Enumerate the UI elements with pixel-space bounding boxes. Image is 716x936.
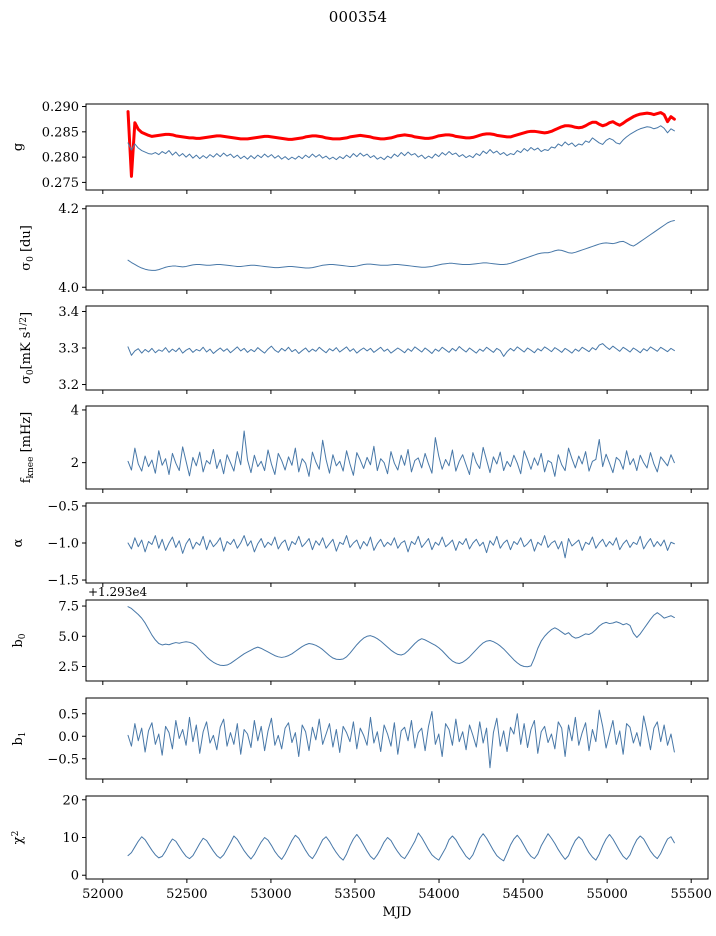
panel-b-0: 2.5 5.0 7.5 +1.293e4 — [58, 585, 709, 685]
y-tick-label: −0.5 — [47, 499, 79, 514]
y-tick-label: 3.2 — [58, 378, 79, 393]
y-tick-label: 0.5 — [58, 707, 79, 722]
panel-frame — [85, 405, 709, 490]
panel-f-knee-mhz-: 24 — [71, 403, 709, 493]
y-tick-label: 0.280 — [42, 151, 79, 166]
series-sigma0-mk — [127, 343, 675, 357]
series-sigma0-du — [127, 220, 675, 271]
x-tick-label: 54500 — [502, 887, 543, 902]
y-tick-label: 2.5 — [58, 660, 79, 675]
y-tick-label: 0.0 — [58, 730, 79, 745]
panel-alpha: −1.5 −1.0 −0.5 — [47, 499, 709, 589]
series-f-knee — [127, 430, 675, 477]
series-chi2 — [127, 832, 675, 862]
series-alpha — [127, 535, 675, 559]
y-tick-label: 4.0 — [58, 281, 79, 296]
y-tick-label: 20 — [62, 793, 79, 808]
y-tick-label: 0.275 — [42, 176, 79, 191]
y-tick-label: 3.3 — [58, 342, 79, 357]
x-tick-label: 52500 — [166, 887, 207, 902]
y-axis-label: b0 — [11, 633, 28, 647]
series-g-upper-red — [126, 110, 676, 178]
y-tick-label: 4 — [71, 403, 79, 418]
x-tick-label: 52000 — [82, 887, 123, 902]
series-b0 — [127, 606, 675, 668]
y-axis-offset-label: +1.293e4 — [88, 585, 148, 599]
panel-frame — [85, 697, 709, 780]
x-tick-label: 54000 — [418, 887, 459, 902]
y-tick-label: 10 — [62, 831, 79, 846]
y-axis-label: fknee [mHz] — [19, 412, 36, 484]
y-tick-label: −1.5 — [47, 574, 79, 589]
y-axis-label: χ2 — [11, 831, 26, 845]
panel-frame — [85, 795, 709, 880]
panel-frame — [85, 103, 709, 191]
y-tick-label: 4.2 — [58, 202, 79, 217]
y-axis-label: g — [11, 143, 26, 151]
y-axis-label: α — [11, 538, 26, 547]
y-axis-label: σ0 [du] — [19, 225, 36, 271]
x-tick-label: 55500 — [671, 887, 712, 902]
panel-b-1: −0.5 0.0 0.5 — [47, 697, 709, 783]
y-tick-label: 5.0 — [58, 630, 79, 645]
series-b1 — [127, 709, 675, 769]
y-tick-label: −0.5 — [47, 752, 79, 767]
y-tick-label: −1.0 — [47, 537, 79, 552]
x-axis-label: MJD — [383, 905, 412, 920]
y-tick-label: 0.285 — [42, 125, 79, 140]
panel-frame — [85, 502, 709, 584]
y-tick-label: 3.4 — [58, 305, 79, 320]
x-tick-label: 55000 — [586, 887, 627, 902]
x-tick-label: 53500 — [334, 887, 375, 902]
y-tick-label: 7.5 — [58, 600, 79, 615]
figure-title: 000354 — [328, 8, 388, 26]
panel-g: 0.275 0.280 0.285 0.290 — [42, 100, 709, 194]
y-tick-label: 0 — [71, 869, 79, 884]
panel-frame — [85, 205, 709, 291]
panel-sigma-0-mk-s-1-2-: 3.2 3.3 3.4 — [58, 305, 709, 394]
panel-sigma-0-du-: 4.0 4.2 — [58, 202, 709, 296]
y-tick-label: 0.290 — [42, 100, 79, 115]
panel-frame — [85, 599, 709, 682]
y-axis-label: b1 — [11, 731, 28, 745]
x-tick-label: 53000 — [250, 887, 291, 902]
y-tick-label: 2 — [71, 456, 79, 471]
panel-chi-2: 0 10 20 52000 52500 53000 53500 54000 54500 55000… — [62, 793, 711, 902]
series-g-lower-blue — [127, 125, 675, 161]
y-axis-label: σ0[mK s1/2] — [19, 312, 36, 384]
